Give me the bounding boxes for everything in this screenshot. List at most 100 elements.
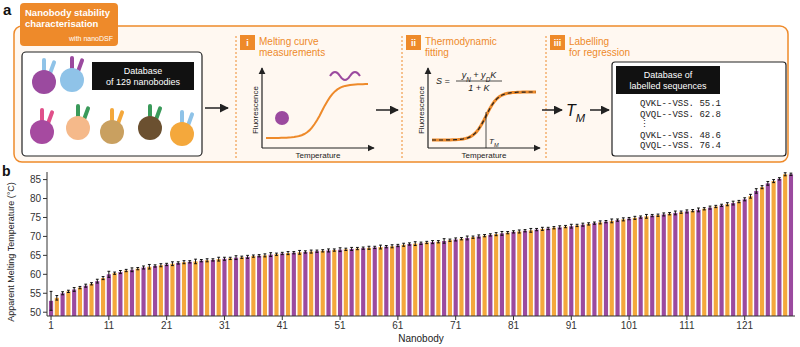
error-stem [195, 259, 196, 264]
error-stem [149, 264, 150, 269]
error-cap [171, 265, 174, 266]
error-cap [281, 252, 284, 253]
error-stem [299, 250, 300, 254]
error-bar [113, 272, 116, 274]
flow-arrow [590, 109, 609, 111]
unfolded-protein [330, 72, 360, 80]
error-cap [310, 253, 313, 254]
error-cap [657, 216, 660, 217]
bar [592, 223, 596, 316]
error-stem [663, 213, 664, 216]
error-stem [270, 253, 271, 257]
error-stem [368, 246, 369, 249]
error-cap [229, 259, 232, 260]
nanobody-body [66, 116, 90, 140]
bar [581, 225, 585, 316]
error-bar [229, 257, 232, 259]
error-cap [512, 230, 515, 231]
bar [696, 210, 700, 316]
error-stem [646, 214, 647, 218]
error-stem [542, 227, 543, 230]
bar [101, 278, 105, 316]
bar [708, 208, 712, 316]
error-bar [593, 222, 596, 224]
error-cap [558, 228, 561, 229]
error-stem [426, 241, 427, 243]
error-cap [414, 241, 417, 242]
error-cap [373, 246, 376, 247]
error-cap [304, 253, 307, 254]
error-cap [622, 217, 625, 218]
nanobody-loop [70, 56, 74, 70]
bar [662, 214, 666, 316]
output-label-box [616, 66, 720, 94]
error-stem [415, 242, 416, 246]
error-cap [587, 225, 590, 226]
error-bar [616, 219, 619, 221]
error-cap [391, 247, 394, 248]
error-stem [351, 247, 352, 250]
error-cap [605, 222, 608, 223]
error-cap [379, 245, 382, 246]
error-cap [645, 214, 648, 215]
error-stem [357, 247, 358, 249]
error-stem [790, 173, 791, 175]
error-bar [790, 173, 793, 175]
error-cap [362, 249, 365, 250]
error-cap [252, 257, 255, 258]
error-cap [107, 277, 110, 278]
error-cap [414, 245, 417, 246]
header-title: Nanobody stability [25, 7, 111, 18]
error-stem [108, 271, 109, 277]
error-bar [784, 173, 787, 176]
bar [124, 271, 128, 316]
x-tick-label: 101 [621, 320, 638, 331]
error-bar [235, 256, 238, 260]
x-tick-label: 41 [277, 320, 289, 331]
error-stem [501, 231, 502, 235]
tm-marker-part: M [494, 142, 499, 148]
error-cap [443, 238, 446, 239]
error-stem [525, 230, 526, 232]
error-cap [119, 270, 122, 271]
error-cap [194, 263, 197, 264]
melting-curve [266, 84, 368, 138]
error-cap [599, 220, 602, 221]
error-cap [749, 198, 752, 199]
error-cap [269, 256, 272, 257]
bar [280, 253, 284, 316]
error-cap [651, 214, 654, 215]
error-bar [339, 248, 342, 252]
error-cap [356, 249, 359, 250]
error-cap [131, 271, 134, 272]
error-bar [379, 245, 382, 249]
error-stem [178, 262, 179, 264]
error-stem [698, 208, 699, 212]
error-cap [73, 287, 76, 288]
error-cap [391, 244, 394, 245]
error-bar [651, 214, 654, 216]
error-stem [236, 256, 237, 260]
error-bar [344, 248, 347, 250]
error-stem [247, 255, 248, 258]
error-bar [298, 250, 301, 254]
bar [211, 260, 215, 316]
error-cap [206, 258, 209, 259]
error-bar [252, 255, 255, 257]
error-stem [345, 248, 346, 250]
error-bar [605, 221, 608, 223]
error-cap [697, 211, 700, 212]
error-cap [402, 246, 405, 247]
input-label-box [92, 62, 194, 90]
error-cap [674, 214, 677, 215]
error-cap [477, 234, 480, 235]
nanobody-icon [170, 110, 195, 146]
sequence: QVQL--VSS. 62.8 [640, 110, 721, 120]
bar [673, 213, 677, 316]
error-cap [287, 251, 290, 252]
nanobody-icon [30, 108, 55, 144]
fraction-bar [456, 81, 502, 82]
error-cap [385, 245, 388, 246]
bar [321, 251, 325, 316]
nanobody-icon [32, 58, 57, 94]
